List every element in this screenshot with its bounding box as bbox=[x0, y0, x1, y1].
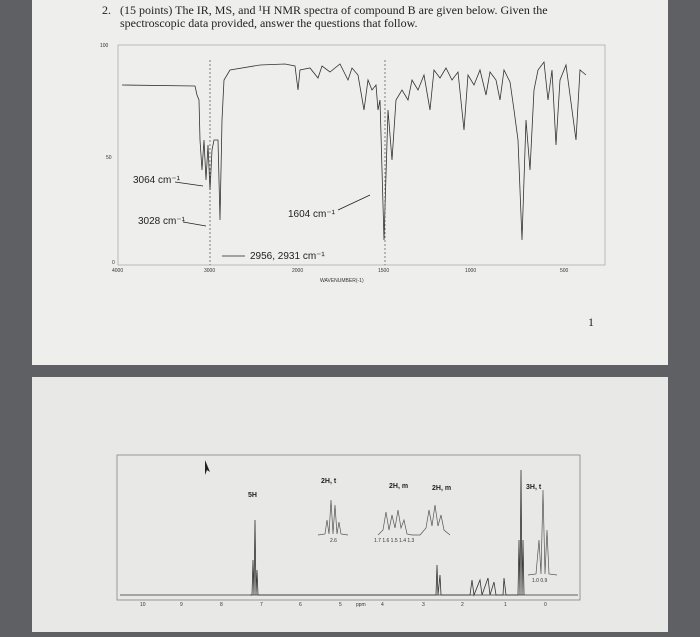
x-tick-label: 1500 bbox=[378, 268, 389, 274]
x-tick-label: 5 bbox=[339, 602, 342, 608]
x-tick-label: 8 bbox=[220, 602, 223, 608]
peak-label: 2H, t bbox=[321, 478, 337, 485]
annotation: 2956, 2931 cm⁻¹ bbox=[250, 251, 325, 262]
cursor-icon bbox=[205, 460, 210, 475]
inset-label: 1.7 1.6 1.5 1.4 1.3 bbox=[374, 538, 415, 544]
x-tick-label: 0 bbox=[544, 602, 547, 608]
question-number: 2. bbox=[102, 3, 111, 17]
x-tick-label: 1000 bbox=[465, 268, 476, 274]
x-tick-label: 2 bbox=[461, 602, 464, 608]
x-tick-label: 9 bbox=[180, 602, 183, 608]
question-text: (15 points) The IR, MS, and ¹H NMR spect… bbox=[120, 3, 548, 17]
inset-trace bbox=[527, 489, 558, 576]
x-tick-label: 3000 bbox=[204, 268, 215, 274]
peak-label: 3H, t bbox=[526, 484, 542, 491]
inset-trace bbox=[377, 504, 451, 536]
ir-trace bbox=[121, 60, 587, 241]
x-tick-label: 4000 bbox=[112, 268, 123, 274]
x-tick-label: 1 bbox=[504, 602, 507, 608]
nmr-trace bbox=[250, 469, 525, 597]
paper-top bbox=[32, 0, 668, 365]
x-tick-label: 6 bbox=[299, 602, 302, 608]
x-axis-label: ppm bbox=[356, 602, 366, 608]
pointer bbox=[182, 221, 207, 227]
inset-trace bbox=[317, 499, 349, 536]
y-tick-label: 0 bbox=[112, 260, 115, 266]
inset-label: 1.0 0.9 bbox=[532, 578, 548, 584]
x-tick-label: 2000 bbox=[292, 268, 303, 274]
peak-label: 2H, m bbox=[432, 485, 451, 492]
x-tick-label: 3 bbox=[422, 602, 425, 608]
nmr-frame bbox=[116, 454, 581, 601]
annotation: 3028 cm⁻¹ bbox=[138, 216, 186, 227]
x-tick-label: 500 bbox=[560, 268, 569, 274]
question-text: spectroscopic data provided, answer the … bbox=[120, 16, 417, 30]
pointer bbox=[337, 194, 371, 211]
paper-bottom bbox=[32, 377, 668, 632]
annotation: 1604 cm⁻¹ bbox=[288, 209, 336, 220]
x-tick-label: 7 bbox=[260, 602, 263, 608]
nmr-spectrum: 10 9 8 7 6 5 4 3 2 1 0 ppm 5H 2H, t 2H, … bbox=[116, 454, 581, 608]
y-tick-label: 100 bbox=[100, 43, 109, 49]
y-tick-label: 50 bbox=[106, 155, 112, 161]
peak-label: 2H, m bbox=[389, 483, 408, 490]
annotation: 3064 cm⁻¹ bbox=[133, 175, 181, 186]
ir-spectrum: 100 50 0 4000 3000 2000 1500 1000 500 WA… bbox=[100, 43, 606, 284]
x-axis-label: WAVENUMBER(-1) bbox=[320, 278, 364, 284]
x-tick-label: 10 bbox=[140, 602, 146, 608]
inset-label: 2.6 bbox=[330, 538, 337, 544]
peak-label: 5H bbox=[248, 492, 257, 499]
ir-frame bbox=[117, 44, 606, 266]
pointer bbox=[174, 181, 204, 187]
x-tick-label: 4 bbox=[381, 602, 384, 608]
page-number: 1 bbox=[588, 315, 594, 329]
